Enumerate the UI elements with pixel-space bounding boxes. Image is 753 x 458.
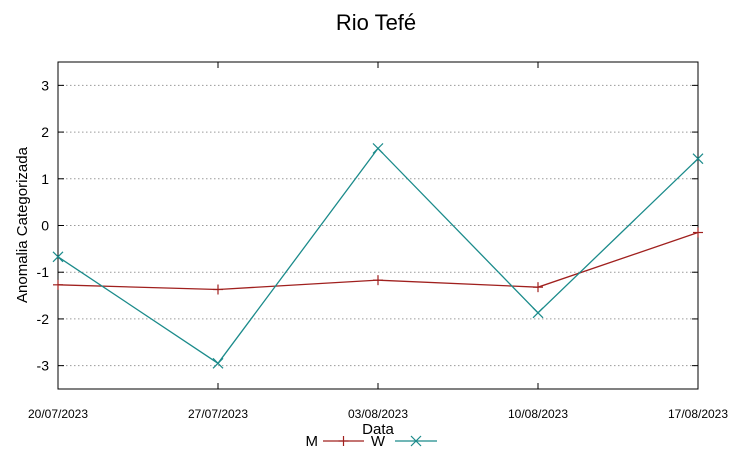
x-tick-label: 10/08/2023 xyxy=(508,407,568,421)
series-group xyxy=(52,142,704,369)
x-axis-label: Data xyxy=(362,421,394,438)
marker-stroke xyxy=(532,307,544,319)
data-point-m xyxy=(53,279,63,290)
y-axis: -3 -2 -1 0 1 2 3 xyxy=(37,77,698,374)
grid-lines xyxy=(58,84,698,367)
data-point-w xyxy=(372,142,384,154)
data-point-w xyxy=(52,251,64,263)
x-tick-label: 03/08/2023 xyxy=(348,407,408,421)
marker-stroke xyxy=(52,251,64,263)
y-tick-label: -3 xyxy=(37,358,50,374)
series-line-w xyxy=(57,147,699,365)
legend-label-w: W xyxy=(371,433,386,450)
y-axis-label: Anomalia Categorizada xyxy=(14,146,31,303)
marker-stroke xyxy=(212,357,224,369)
legend-marker-m xyxy=(338,436,349,446)
y-tick-label: 2 xyxy=(41,124,49,140)
legend-label-m: M xyxy=(306,433,319,450)
marker-stroke xyxy=(410,435,422,447)
data-point-m xyxy=(533,282,543,293)
y-tick-label: 3 xyxy=(41,77,49,93)
data-point-m xyxy=(213,284,223,295)
data-point-w xyxy=(212,357,224,369)
x-tick-label: 27/07/2023 xyxy=(188,407,248,421)
y-tick-label: -2 xyxy=(37,311,50,327)
x-axis: 20/07/2023 27/07/2023 03/08/2023 10/08/2023… xyxy=(28,62,728,421)
data-point-w xyxy=(692,153,704,165)
y-tick-label: 1 xyxy=(41,171,49,187)
x-tick-label: 20/07/2023 xyxy=(28,407,88,421)
y-tick-label: -1 xyxy=(37,264,50,280)
marker-stroke xyxy=(692,153,704,165)
x-tick-label: 17/08/2023 xyxy=(668,407,728,421)
data-point-w xyxy=(532,307,544,319)
y-tick-label: 0 xyxy=(41,218,49,234)
chart-title: Rio Tefé xyxy=(336,10,416,35)
marker-stroke xyxy=(372,142,384,154)
data-point-m xyxy=(373,275,383,286)
legend-marker-w xyxy=(410,435,422,447)
data-point-m xyxy=(693,227,703,238)
